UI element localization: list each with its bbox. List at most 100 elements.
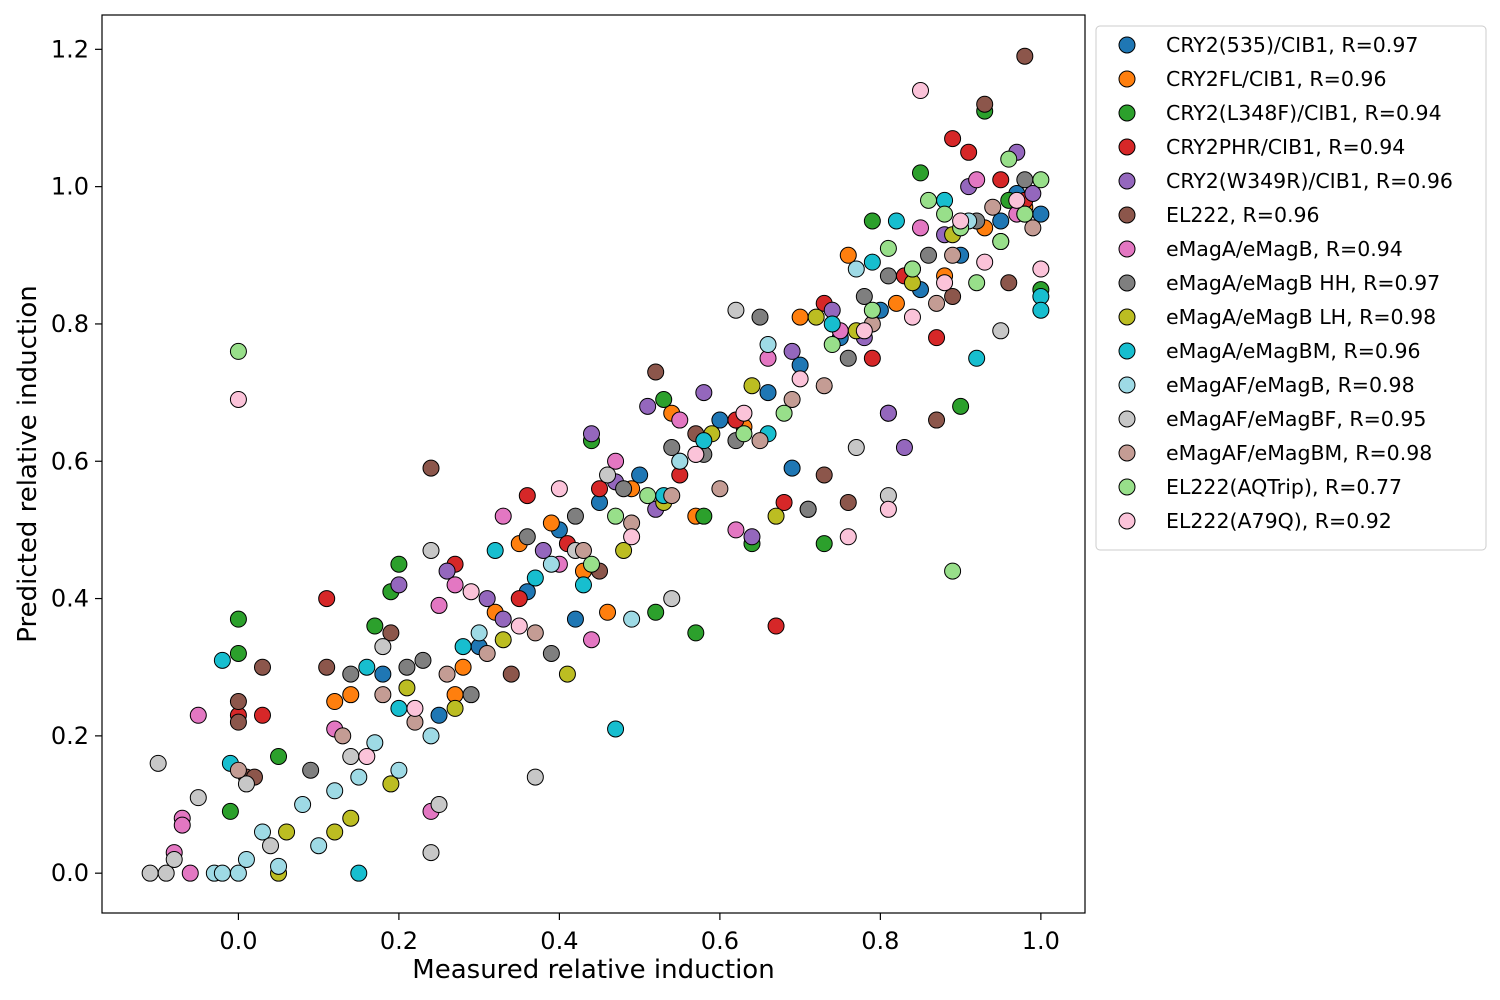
x-tick-label: 0.8	[861, 927, 899, 955]
legend-label: CRY2FL/CIB1, R=0.96	[1166, 67, 1387, 91]
data-point	[671, 411, 689, 429]
legend-label: CRY2PHR/CIB1, R=0.94	[1166, 135, 1405, 159]
data-point	[318, 658, 336, 676]
data-point	[229, 713, 247, 731]
data-point	[237, 850, 255, 868]
data-point	[430, 706, 448, 724]
data-point	[960, 143, 978, 161]
data-point	[326, 823, 344, 841]
legend-marker	[1118, 308, 1136, 326]
y-tick-label: 1.0	[51, 173, 89, 201]
data-point	[213, 651, 231, 669]
data-point	[262, 837, 280, 855]
data-point	[968, 274, 986, 292]
y-tick-label: 0.4	[51, 585, 89, 613]
legend: CRY2(535)/CIB1, R=0.97 CRY2FL/CIB1, R=0.9…	[1095, 25, 1487, 551]
data-point	[623, 528, 641, 546]
data-point	[229, 644, 247, 662]
data-point	[213, 864, 231, 882]
data-point	[1032, 301, 1050, 319]
legend-marker	[1118, 240, 1136, 258]
data-point	[920, 191, 938, 209]
data-point	[663, 439, 681, 457]
data-point	[526, 624, 544, 642]
data-point	[310, 837, 328, 855]
data-point	[759, 336, 777, 354]
data-point	[358, 747, 376, 765]
legend-marker	[1118, 70, 1136, 88]
data-point	[446, 699, 464, 717]
data-point	[647, 603, 665, 621]
data-point	[326, 782, 344, 800]
data-point	[229, 390, 247, 408]
data-point	[591, 480, 609, 498]
data-point	[911, 219, 929, 237]
data-point	[342, 809, 360, 827]
data-point	[615, 480, 633, 498]
data-point	[1000, 150, 1018, 168]
data-point	[462, 583, 480, 601]
data-point	[879, 267, 897, 285]
data-point	[229, 610, 247, 628]
data-point	[149, 754, 167, 772]
data-point	[855, 322, 873, 340]
data-point	[839, 349, 857, 367]
data-point	[936, 205, 954, 223]
data-point	[655, 390, 673, 408]
x-tick-label: 1.0	[1022, 927, 1060, 955]
data-point	[928, 329, 946, 347]
data-point	[751, 432, 769, 450]
data-point	[847, 260, 865, 278]
data-point	[968, 349, 986, 367]
data-point	[574, 576, 592, 594]
data-point	[911, 164, 929, 182]
data-point	[639, 487, 657, 505]
data-point	[984, 198, 1002, 216]
legend-marker	[1118, 206, 1136, 224]
data-point	[639, 397, 657, 415]
data-point	[928, 294, 946, 312]
data-point	[454, 638, 472, 656]
data-point	[887, 294, 905, 312]
data-point	[663, 487, 681, 505]
data-point	[727, 521, 745, 539]
data-point	[767, 617, 785, 635]
data-point	[767, 507, 785, 525]
data-point	[599, 466, 617, 484]
data-point	[855, 287, 873, 305]
data-point	[863, 301, 881, 319]
data-point	[510, 617, 528, 635]
data-point	[406, 699, 424, 717]
data-point	[390, 555, 408, 573]
legend-label: EL222(A79Q), R=0.92	[1166, 509, 1392, 533]
data-point	[422, 844, 440, 862]
legend-label: eMagA/eMagB LH, R=0.98	[1166, 305, 1436, 329]
data-point	[727, 301, 745, 319]
legend-label: eMagA/eMagBM, R=0.96	[1166, 339, 1421, 363]
data-point	[270, 747, 288, 765]
data-point	[422, 727, 440, 745]
data-point	[791, 370, 809, 388]
data-point	[911, 82, 929, 100]
legend-label: eMagA/eMagB, R=0.94	[1166, 237, 1403, 261]
data-point	[374, 638, 392, 656]
legend-marker	[1118, 104, 1136, 122]
data-point	[302, 761, 320, 779]
data-point	[687, 624, 705, 642]
data-point	[141, 864, 159, 882]
legend-marker	[1118, 376, 1136, 394]
legend-marker	[1118, 172, 1136, 190]
data-point	[494, 507, 512, 525]
data-point	[711, 480, 729, 498]
data-point	[221, 802, 239, 820]
data-point	[687, 445, 705, 463]
x-tick-label: 0.6	[701, 927, 739, 955]
data-point	[486, 542, 504, 560]
data-point	[390, 576, 408, 594]
x-tick-label: 0.4	[540, 927, 578, 955]
data-point	[783, 342, 801, 360]
data-point	[229, 864, 247, 882]
data-point	[807, 308, 825, 326]
data-point	[783, 390, 801, 408]
data-point	[253, 658, 271, 676]
